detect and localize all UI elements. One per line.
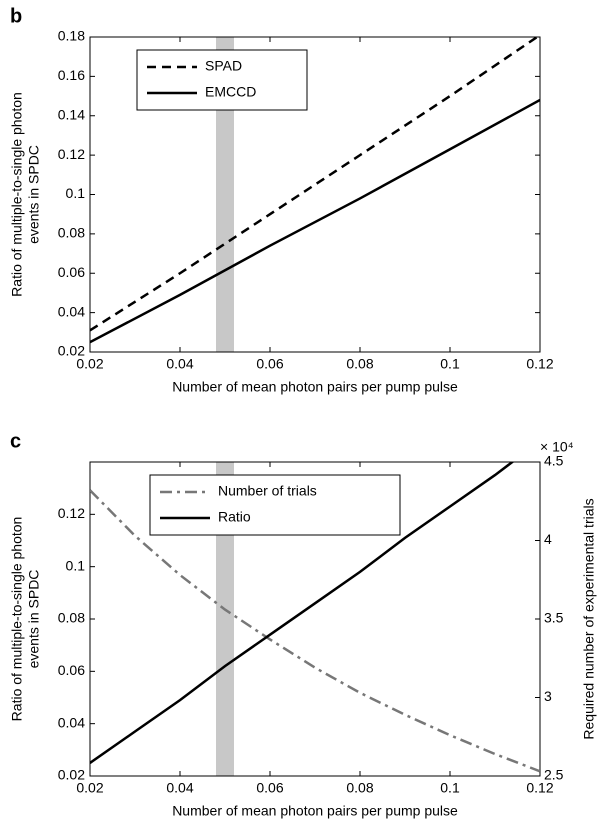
legend-label: SPAD (205, 58, 242, 74)
x-tick-label: 0.12 (526, 780, 553, 796)
x-tick-label: 0.04 (166, 780, 193, 796)
y-tick-label: 0.16 (58, 67, 85, 83)
y2-scale-label: × 10⁴ (540, 439, 574, 455)
y-tick-label: 0.02 (58, 343, 85, 359)
y2-tick-label: 2.5 (544, 767, 564, 783)
y-tick-label: 0.08 (58, 225, 85, 241)
y2-tick-label: 3 (544, 688, 552, 704)
y-tick-label: 0.18 (58, 28, 85, 44)
y-axis-label: events in SPDC (26, 145, 42, 244)
x-tick-label: 0.08 (346, 780, 373, 796)
y-tick-label: 0.1 (66, 557, 86, 573)
x-axis-label: Number of mean photon pairs per pump pul… (172, 803, 458, 819)
y-axis-label: Ratio of multiple-to-single photon (9, 92, 25, 297)
series-line (90, 489, 540, 773)
plot-frame (89, 36, 541, 353)
legend-box (136, 49, 308, 111)
y-tick-label: 0.06 (58, 662, 85, 678)
legend-label: Number of trials (218, 483, 317, 499)
y-tick-label: 0.14 (58, 106, 85, 122)
y2-tick-label: 4 (544, 531, 552, 547)
y-tick-label: 0.06 (58, 264, 85, 280)
x-tick-label: 0.06 (256, 356, 283, 372)
y-tick-label: 0.12 (58, 505, 85, 521)
y2-axis-label: Required number of experimental trials (581, 498, 597, 739)
x-tick-label: 0.02 (76, 356, 103, 372)
x-tick-label: 0.1 (440, 780, 460, 796)
y2-tick-label: 4.5 (544, 453, 564, 469)
x-tick-label: 0.1 (440, 356, 460, 372)
y-tick-label: 0.12 (58, 146, 85, 162)
y2-tick-label: 3.5 (544, 610, 564, 626)
x-tick-label: 0.04 (166, 356, 193, 372)
x-tick-label: 0.06 (256, 780, 283, 796)
x-tick-label: 0.02 (76, 780, 103, 796)
y-tick-label: 0.08 (58, 610, 85, 626)
legend-box (149, 474, 401, 536)
series-line (90, 462, 515, 764)
y-axis-label: events in SPDC (26, 570, 42, 669)
x-tick-label: 0.08 (346, 356, 373, 372)
y-tick-label: 0.1 (66, 185, 86, 201)
y-axis-label: Ratio of multiple-to-single photon (9, 517, 25, 722)
legend-label: EMCCD (205, 84, 256, 100)
x-tick-label: 0.12 (526, 356, 553, 372)
shaded-region (216, 462, 234, 776)
panel-label: c (10, 430, 21, 452)
y-tick-label: 0.02 (58, 767, 85, 783)
panel-label: b (10, 5, 22, 27)
y-tick-label: 0.04 (58, 714, 85, 730)
legend-label: Ratio (218, 509, 251, 525)
plot-frame (89, 461, 541, 777)
x-axis-label: Number of mean photon pairs per pump pul… (172, 379, 458, 395)
y-tick-label: 0.04 (58, 303, 85, 319)
series-line (90, 98, 540, 344)
